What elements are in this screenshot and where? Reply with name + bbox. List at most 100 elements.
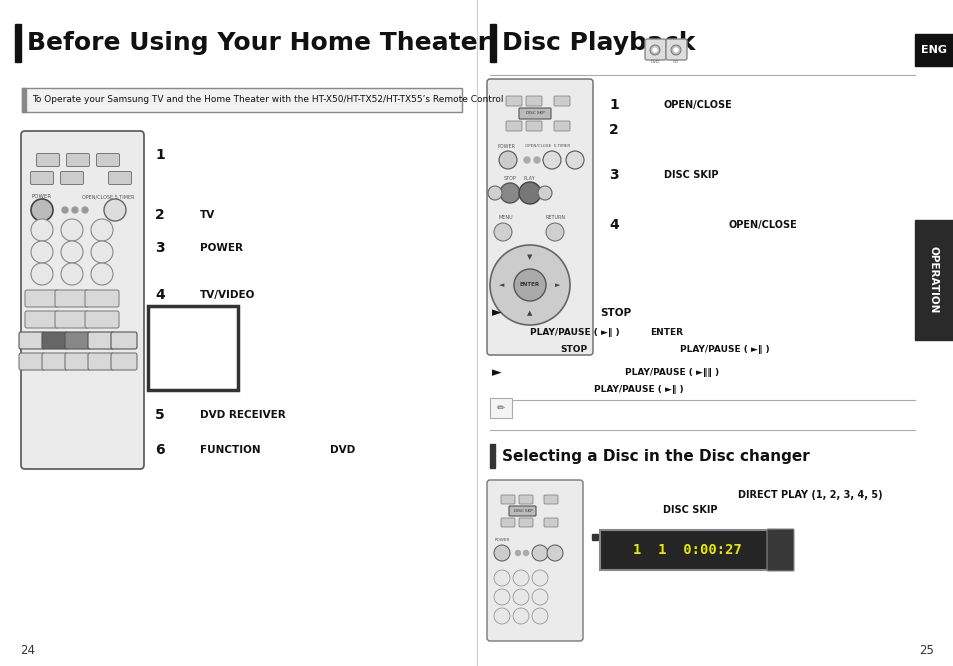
- FancyBboxPatch shape: [25, 311, 59, 328]
- Circle shape: [542, 151, 560, 169]
- FancyBboxPatch shape: [644, 39, 665, 60]
- Bar: [592, 534, 598, 540]
- Circle shape: [494, 545, 510, 561]
- Text: ▼: ▼: [527, 254, 532, 260]
- Circle shape: [91, 241, 112, 263]
- Text: CD: CD: [672, 60, 679, 64]
- Circle shape: [494, 570, 510, 586]
- Text: PLAY/PAUSE ( ►‖ ): PLAY/PAUSE ( ►‖ ): [594, 386, 683, 394]
- Text: PLAY/PAUSE ( ►‖‖ ): PLAY/PAUSE ( ►‖‖ ): [624, 368, 719, 378]
- FancyBboxPatch shape: [109, 172, 132, 184]
- Bar: [914, 220, 953, 340]
- FancyBboxPatch shape: [30, 172, 53, 184]
- Text: ►: ►: [555, 282, 560, 288]
- Text: FUNCTION: FUNCTION: [200, 445, 260, 455]
- Circle shape: [30, 219, 53, 241]
- Text: DVD: DVD: [650, 60, 659, 64]
- Bar: [22, 88, 461, 112]
- Bar: [599, 530, 774, 570]
- Text: Before Using Your Home Theater: Before Using Your Home Theater: [27, 31, 490, 55]
- Text: OPEN/CLOSE: OPEN/CLOSE: [663, 100, 732, 110]
- Text: 1: 1: [154, 148, 165, 162]
- Text: DIRECT PLAY (1, 2, 3, 4, 5): DIRECT PLAY (1, 2, 3, 4, 5): [737, 490, 882, 500]
- FancyBboxPatch shape: [111, 332, 137, 349]
- FancyBboxPatch shape: [518, 518, 533, 527]
- FancyBboxPatch shape: [21, 131, 144, 469]
- Text: 6: 6: [154, 443, 165, 457]
- FancyBboxPatch shape: [518, 495, 533, 504]
- Circle shape: [518, 182, 540, 204]
- Circle shape: [62, 207, 68, 213]
- Text: 2: 2: [154, 208, 165, 222]
- Text: 1: 1: [608, 98, 618, 112]
- FancyBboxPatch shape: [505, 121, 521, 131]
- Text: PLAY/PAUSE ( ►‖ ): PLAY/PAUSE ( ►‖ ): [679, 346, 769, 354]
- FancyBboxPatch shape: [543, 495, 558, 504]
- Circle shape: [652, 48, 657, 52]
- FancyBboxPatch shape: [60, 172, 84, 184]
- Text: 25: 25: [918, 643, 933, 657]
- FancyBboxPatch shape: [543, 518, 558, 527]
- FancyBboxPatch shape: [25, 290, 59, 307]
- Text: 4: 4: [608, 218, 618, 232]
- Text: ✏: ✏: [497, 403, 504, 413]
- FancyBboxPatch shape: [42, 332, 68, 349]
- Text: POWER: POWER: [32, 194, 52, 200]
- Circle shape: [532, 570, 547, 586]
- Text: POWER: POWER: [497, 143, 516, 149]
- Circle shape: [532, 608, 547, 624]
- Text: ►: ►: [492, 306, 501, 320]
- FancyBboxPatch shape: [36, 153, 59, 166]
- Circle shape: [30, 263, 53, 285]
- Circle shape: [61, 263, 83, 285]
- Text: MENU: MENU: [498, 216, 513, 220]
- Circle shape: [565, 151, 583, 169]
- Text: DISC SKP: DISC SKP: [513, 509, 532, 513]
- FancyBboxPatch shape: [65, 353, 91, 370]
- Circle shape: [61, 219, 83, 241]
- Text: ENG: ENG: [920, 45, 946, 55]
- Text: POWER: POWER: [200, 243, 243, 253]
- Text: DVD RECEIVER: DVD RECEIVER: [200, 410, 286, 420]
- FancyBboxPatch shape: [88, 353, 113, 370]
- Text: STOP: STOP: [503, 176, 517, 182]
- Text: OPEN/CLOSE 5.TIMER: OPEN/CLOSE 5.TIMER: [82, 194, 134, 200]
- Text: PLAY/PAUSE ( ►‖ ): PLAY/PAUSE ( ►‖ ): [530, 328, 619, 338]
- FancyBboxPatch shape: [111, 353, 137, 370]
- FancyBboxPatch shape: [85, 290, 119, 307]
- Circle shape: [494, 223, 512, 241]
- FancyBboxPatch shape: [55, 290, 89, 307]
- Circle shape: [545, 223, 563, 241]
- FancyBboxPatch shape: [500, 518, 515, 527]
- Circle shape: [513, 608, 529, 624]
- Circle shape: [513, 589, 529, 605]
- Circle shape: [104, 199, 126, 221]
- Circle shape: [546, 545, 562, 561]
- Bar: [15, 24, 21, 62]
- Circle shape: [30, 241, 53, 263]
- Text: 4: 4: [154, 288, 165, 302]
- Circle shape: [537, 186, 552, 200]
- Text: STOP: STOP: [599, 308, 631, 318]
- Text: STOP: STOP: [559, 346, 586, 354]
- FancyBboxPatch shape: [509, 506, 536, 516]
- FancyBboxPatch shape: [96, 153, 119, 166]
- Text: TV/VIDEO: TV/VIDEO: [200, 290, 255, 300]
- FancyBboxPatch shape: [486, 480, 582, 641]
- Circle shape: [673, 48, 678, 52]
- FancyBboxPatch shape: [67, 153, 90, 166]
- Text: RETURN: RETURN: [545, 216, 565, 220]
- Circle shape: [513, 570, 529, 586]
- Circle shape: [670, 45, 680, 55]
- Text: Selecting a Disc in the Disc changer: Selecting a Disc in the Disc changer: [501, 448, 809, 464]
- Text: ▲: ▲: [527, 310, 532, 316]
- FancyBboxPatch shape: [525, 121, 541, 131]
- Bar: [490, 24, 496, 62]
- Text: 3: 3: [608, 168, 618, 182]
- Bar: [914, 34, 953, 66]
- Text: OPEN/CLOSE  5.TIMER: OPEN/CLOSE 5.TIMER: [524, 144, 570, 148]
- Text: DVD: DVD: [330, 445, 355, 455]
- Text: DISC SKP: DISC SKP: [525, 111, 544, 115]
- Text: ENTER: ENTER: [519, 282, 539, 288]
- Text: ENTER: ENTER: [649, 328, 682, 338]
